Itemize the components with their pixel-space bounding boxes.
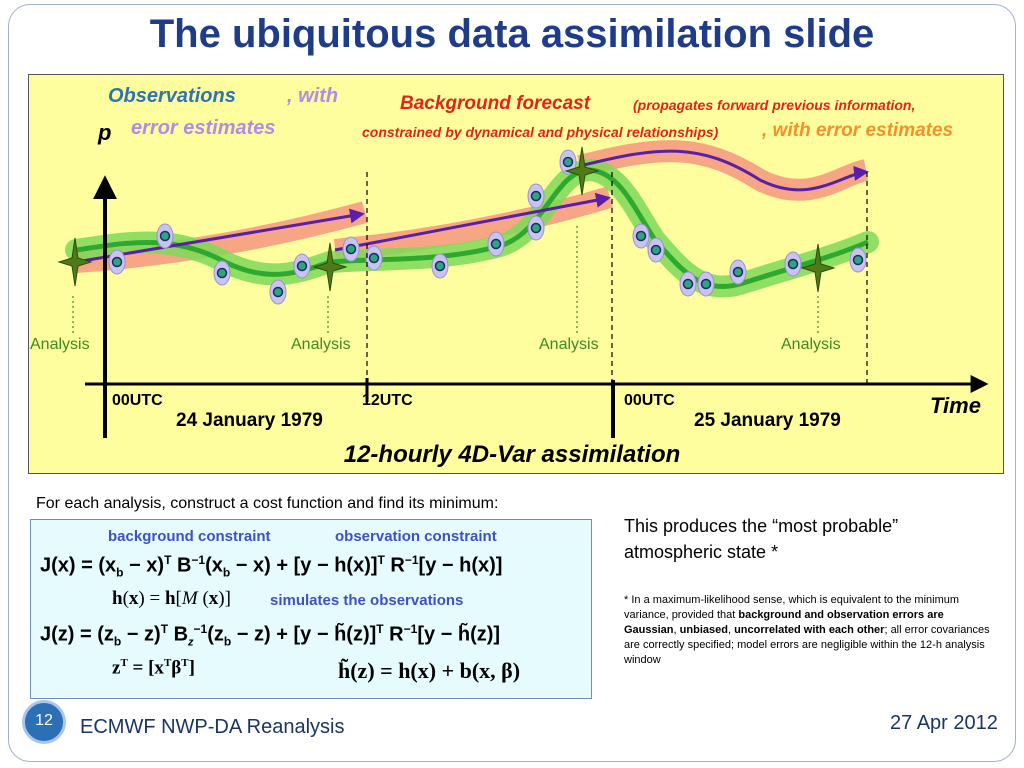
observation-point: [345, 243, 357, 255]
equation-cost-z: J(z) = (zb − z)T Bz−1(zb − z) + [y − h̃(…: [40, 622, 501, 649]
analysis-label-3: Analysis: [539, 336, 599, 353]
observation-point: [368, 252, 380, 264]
most-probable-text: This produces the “most probable” atmosp…: [624, 516, 899, 562]
observation-point: [530, 190, 542, 202]
observation-point: [852, 254, 864, 266]
observation-markers: [108, 149, 867, 305]
observation-point: [111, 256, 123, 268]
footnote: * In a maximum-likelihood sense, which i…: [624, 594, 990, 666]
time-label-12utc: 12UTC: [362, 392, 413, 409]
analysis-star: [800, 243, 836, 293]
observation-point: [159, 230, 171, 242]
footer-left: ECMWF NWP-DA Reanalysis: [80, 716, 345, 738]
equation-z-vector: zT = [xTβT]: [112, 657, 195, 679]
observations-error-label: error estimates: [131, 117, 276, 139]
background-error-label: , with error estimates: [762, 120, 954, 141]
background-trajectory-2: [334, 192, 611, 252]
analysis-star: [312, 242, 348, 292]
observation-point: [562, 156, 574, 168]
observation-point: [700, 278, 712, 290]
observation-point: [530, 222, 542, 234]
x-axis-label: Time: [930, 393, 981, 418]
equation-cost-x: J(x) = (xb − x)T B−1(xb − x) + [y − h(x)…: [40, 553, 503, 580]
analysis-star: [564, 146, 600, 196]
observation-constraint-label: observation constraint: [335, 528, 497, 545]
observation-point: [434, 260, 446, 272]
cost-function-intro: For each analysis, construct a cost func…: [36, 495, 499, 512]
observation-point: [732, 266, 744, 278]
background-paren-line-2: constrained by dynamical and physical re…: [362, 124, 719, 140]
observations-label: Observations: [108, 85, 236, 107]
background-paren-line-1: (propagates forward previous information…: [633, 97, 916, 113]
simulates-label: simulates the observations: [270, 592, 464, 609]
analysis-label-2: Analysis: [291, 336, 351, 353]
time-label-00utc-2: 00UTC: [624, 392, 675, 409]
equation-box: [30, 519, 592, 699]
slide-number-badge: 12: [22, 700, 66, 744]
analysis-label-4: Analysis: [781, 336, 841, 353]
equation-bias-operator: h̃(z) = h(x) + b(x, β): [338, 658, 521, 683]
background-forecast-label: Background forecast: [400, 93, 591, 114]
observations-with-label: , with: [287, 85, 339, 107]
observation-point: [296, 260, 308, 272]
background-constraint-label: background constraint: [108, 528, 271, 545]
observation-point: [216, 267, 228, 279]
footer-date: 27 Apr 2012: [890, 712, 998, 734]
analysis-star: [57, 237, 93, 287]
observation-point: [635, 230, 647, 242]
observation-point: [272, 286, 284, 298]
observation-point: [787, 258, 799, 270]
background-trajectory-3: [579, 149, 869, 192]
time-label-00utc-1: 00UTC: [112, 392, 163, 409]
observation-point: [650, 244, 662, 256]
date-label-1: 24 January 1979: [176, 410, 323, 431]
slide-title: The ubiquitous data assimilation slide: [149, 12, 875, 56]
y-axis-label: p: [98, 120, 112, 145]
observation-point: [490, 238, 502, 250]
background-trajectory-1: [75, 208, 365, 264]
date-label-2: 25 January 1979: [694, 410, 841, 431]
equation-obs-operator: h(x) = h[M (x)]: [112, 588, 231, 609]
analysis-markers: [57, 146, 836, 293]
slide-frame: [8, 4, 1016, 762]
analysis-label-1: Analysis: [30, 336, 90, 353]
diagram-panel: [28, 74, 1004, 474]
diagram-caption: 12-hourly 4D-Var assimilation: [343, 441, 681, 468]
observation-point: [682, 278, 694, 290]
